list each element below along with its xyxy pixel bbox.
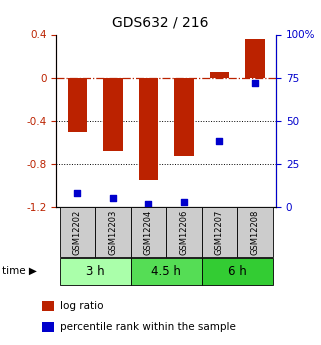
Bar [245, 39, 265, 78]
Bar [95, 207, 131, 257]
Text: GSM12202: GSM12202 [73, 209, 82, 255]
Bar [42, 301, 54, 311]
Bar [166, 207, 202, 257]
Bar [131, 258, 202, 285]
Point [181, 199, 187, 205]
Bar [68, 78, 87, 131]
Bar [174, 78, 194, 156]
Point [146, 201, 151, 206]
Text: 6 h: 6 h [228, 265, 247, 278]
Text: GSM12204: GSM12204 [144, 209, 153, 255]
Text: time ▶: time ▶ [2, 266, 37, 276]
Bar [202, 207, 237, 257]
Text: GSM12208: GSM12208 [250, 209, 259, 255]
Point [110, 196, 116, 201]
Bar [237, 207, 273, 257]
Bar [42, 322, 54, 332]
Bar [139, 78, 158, 180]
Text: percentile rank within the sample: percentile rank within the sample [60, 322, 236, 332]
Text: GSM12207: GSM12207 [215, 209, 224, 255]
Text: log ratio: log ratio [60, 301, 104, 311]
Bar [60, 258, 131, 285]
Text: GDS632 / 216: GDS632 / 216 [112, 16, 209, 30]
Point [252, 80, 257, 86]
Text: 4.5 h: 4.5 h [151, 265, 181, 278]
Bar [202, 258, 273, 285]
Point [75, 190, 80, 196]
Text: GSM12203: GSM12203 [108, 209, 117, 255]
Text: 3 h: 3 h [86, 265, 105, 278]
Text: GSM12206: GSM12206 [179, 209, 188, 255]
Bar [60, 207, 95, 257]
Bar [210, 72, 229, 78]
Bar [131, 207, 166, 257]
Bar [103, 78, 123, 151]
Point [217, 139, 222, 144]
